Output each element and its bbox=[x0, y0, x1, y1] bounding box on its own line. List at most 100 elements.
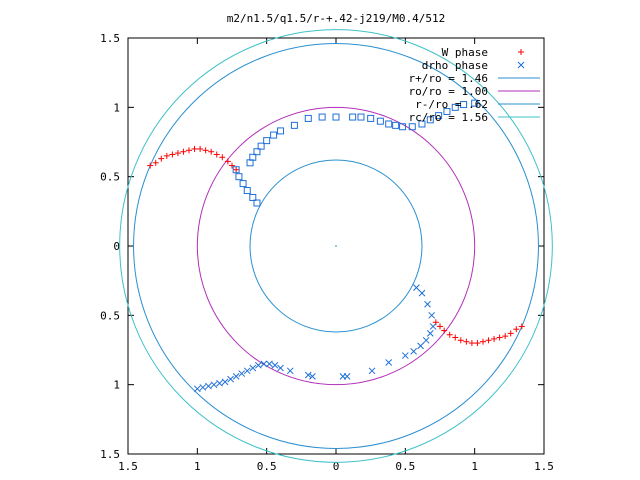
x-marker bbox=[266, 360, 273, 368]
x-marker bbox=[426, 330, 434, 337]
x-marker bbox=[199, 384, 207, 391]
plus-marker bbox=[147, 162, 154, 169]
legend-label: rc/ro = 1.56 bbox=[409, 111, 488, 124]
x-marker bbox=[413, 284, 420, 291]
square-marker bbox=[399, 123, 407, 131]
series-group bbox=[147, 145, 525, 347]
square-marker bbox=[253, 148, 261, 156]
plus-marker bbox=[163, 152, 170, 159]
plus-marker bbox=[457, 337, 464, 344]
x-marker bbox=[238, 370, 246, 377]
x-tick-label: 1 bbox=[471, 460, 478, 473]
legend-label: r-/ro = .62 bbox=[415, 98, 488, 111]
x-marker bbox=[517, 61, 525, 69]
square-marker bbox=[263, 137, 271, 145]
plus-marker bbox=[513, 326, 520, 333]
plus-marker bbox=[152, 159, 159, 166]
series-group bbox=[232, 99, 479, 207]
reference-circles bbox=[119, 29, 553, 463]
x-tick-label: 0 bbox=[333, 460, 340, 473]
plus-marker bbox=[518, 323, 525, 330]
square-marker bbox=[408, 123, 416, 131]
x-marker bbox=[424, 300, 431, 308]
x-marker bbox=[385, 359, 393, 366]
reference-circle bbox=[196, 106, 476, 386]
x-marker bbox=[254, 361, 262, 369]
plus-marker bbox=[202, 147, 209, 154]
square-marker bbox=[277, 127, 285, 135]
plus-marker bbox=[186, 147, 193, 154]
plus-marker bbox=[474, 340, 481, 347]
x-marker bbox=[260, 360, 268, 368]
plus-marker bbox=[174, 150, 181, 157]
x-marker bbox=[428, 311, 436, 319]
x-marker bbox=[304, 371, 312, 379]
square-marker bbox=[318, 113, 326, 121]
plus-marker bbox=[169, 151, 176, 158]
x-marker bbox=[227, 375, 234, 383]
x-marker bbox=[271, 361, 279, 369]
square-marker bbox=[367, 114, 375, 122]
square-marker bbox=[451, 103, 459, 111]
plus-marker bbox=[507, 330, 514, 337]
plus-marker bbox=[485, 337, 492, 344]
x-marker bbox=[422, 336, 430, 344]
x-marker bbox=[410, 348, 418, 355]
square-marker bbox=[239, 180, 247, 188]
data-series bbox=[147, 99, 525, 393]
chart-title: m2/n1.5/q1.5/r-+.42-j219/M0.4/512 bbox=[227, 12, 446, 25]
square-marker bbox=[443, 107, 451, 115]
square-marker bbox=[460, 101, 468, 109]
legend-label: drho phase bbox=[422, 59, 488, 72]
square-marker bbox=[253, 199, 261, 207]
x-tick-label: 0.5 bbox=[395, 460, 415, 473]
plus-marker bbox=[446, 331, 453, 338]
plus-marker bbox=[437, 323, 443, 330]
x-marker bbox=[205, 382, 212, 390]
square-marker bbox=[249, 153, 257, 161]
plus-marker bbox=[452, 334, 459, 341]
legend-label: W phase bbox=[442, 46, 488, 59]
plus-marker bbox=[229, 162, 235, 169]
plus-marker bbox=[518, 49, 524, 55]
square-marker bbox=[290, 121, 298, 129]
reference-circle bbox=[119, 29, 553, 463]
square-marker bbox=[243, 187, 251, 195]
plus-marker bbox=[191, 145, 198, 152]
square-marker bbox=[257, 142, 265, 150]
square-marker bbox=[349, 113, 357, 121]
square-marker bbox=[392, 121, 400, 129]
square-marker bbox=[385, 120, 393, 128]
square-marker bbox=[471, 99, 479, 107]
plus-marker bbox=[468, 340, 475, 347]
square-marker bbox=[235, 173, 243, 181]
x-marker bbox=[193, 385, 201, 393]
plus-marker bbox=[491, 335, 498, 342]
plus-marker bbox=[463, 338, 470, 345]
y-tick-label: 0.5 bbox=[100, 309, 120, 322]
square-marker bbox=[376, 117, 384, 125]
x-marker bbox=[221, 378, 229, 386]
x-tick-label: 1 bbox=[194, 460, 201, 473]
square-marker bbox=[426, 116, 434, 124]
axis-ticks: 1.5 1 0.5 0 0.5 1 1.51.510.500.511.5 bbox=[100, 32, 554, 473]
square-marker bbox=[418, 120, 426, 128]
square-marker bbox=[332, 113, 340, 121]
x-marker bbox=[210, 381, 218, 389]
square-marker bbox=[249, 193, 257, 201]
plus-marker bbox=[479, 338, 486, 345]
reference-circle bbox=[249, 159, 423, 333]
square-marker bbox=[435, 112, 443, 120]
plus-marker bbox=[158, 155, 165, 162]
x-marker bbox=[249, 364, 257, 372]
y-tick-label: 1.5 bbox=[100, 32, 120, 45]
plus-marker bbox=[441, 327, 448, 334]
square-marker bbox=[304, 114, 312, 122]
plus-marker bbox=[197, 145, 204, 152]
y-tick-label: 1.5 bbox=[100, 448, 120, 461]
y-tick-label: 1 bbox=[113, 101, 120, 114]
x-marker bbox=[309, 372, 316, 380]
legend-label: ro/ro = 1.00 bbox=[409, 85, 488, 98]
